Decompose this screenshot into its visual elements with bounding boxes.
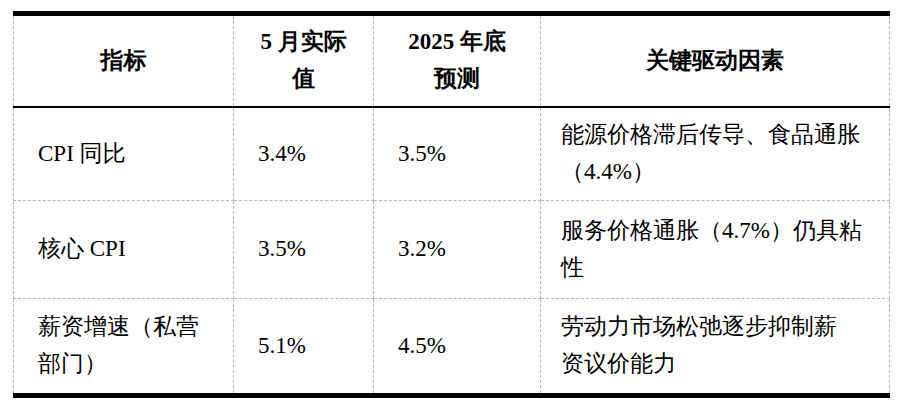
cell-may-actual: 5.1% xyxy=(234,299,374,396)
cell-forecast: 4.5% xyxy=(374,299,541,396)
header-indicator: 指标 xyxy=(14,14,234,108)
header-key-drivers: 关键驱动因素 xyxy=(541,14,890,108)
cell-indicator: CPI 同比 xyxy=(14,107,234,201)
document-page: 指标 5 月实际 值 2025 年底 预测 关键驱动因素 CPI 同比 3.4%… xyxy=(0,0,907,411)
cell-key-drivers: 服务价格通胀（4.7%）仍具粘 性 xyxy=(541,201,890,299)
cell-indicator: 薪资增速（私营 部门） xyxy=(14,299,234,396)
header-2025-forecast: 2025 年底 预测 xyxy=(374,14,541,108)
cell-key-drivers: 能源价格滞后传导、食品通胀 （4.4%） xyxy=(541,107,890,201)
table-row: 薪资增速（私营 部门） 5.1% 4.5% 劳动力市场松弛逐步抑制薪 资议价能力 xyxy=(14,299,890,396)
cell-may-actual: 3.5% xyxy=(234,201,374,299)
header-row: 指标 5 月实际 值 2025 年底 预测 关键驱动因素 xyxy=(14,14,890,108)
cell-forecast: 3.5% xyxy=(374,107,541,201)
table-row: 核心 CPI 3.5% 3.2% 服务价格通胀（4.7%）仍具粘 性 xyxy=(14,201,890,299)
inflation-forecast-table: 指标 5 月实际 值 2025 年底 预测 关键驱动因素 CPI 同比 3.4%… xyxy=(13,11,890,398)
table-row: CPI 同比 3.4% 3.5% 能源价格滞后传导、食品通胀 （4.4%） xyxy=(14,107,890,201)
cell-may-actual: 3.4% xyxy=(234,107,374,201)
cell-key-drivers: 劳动力市场松弛逐步抑制薪 资议价能力 xyxy=(541,299,890,396)
cell-indicator: 核心 CPI xyxy=(14,201,234,299)
header-may-actual: 5 月实际 值 xyxy=(234,14,374,108)
cell-forecast: 3.2% xyxy=(374,201,541,299)
